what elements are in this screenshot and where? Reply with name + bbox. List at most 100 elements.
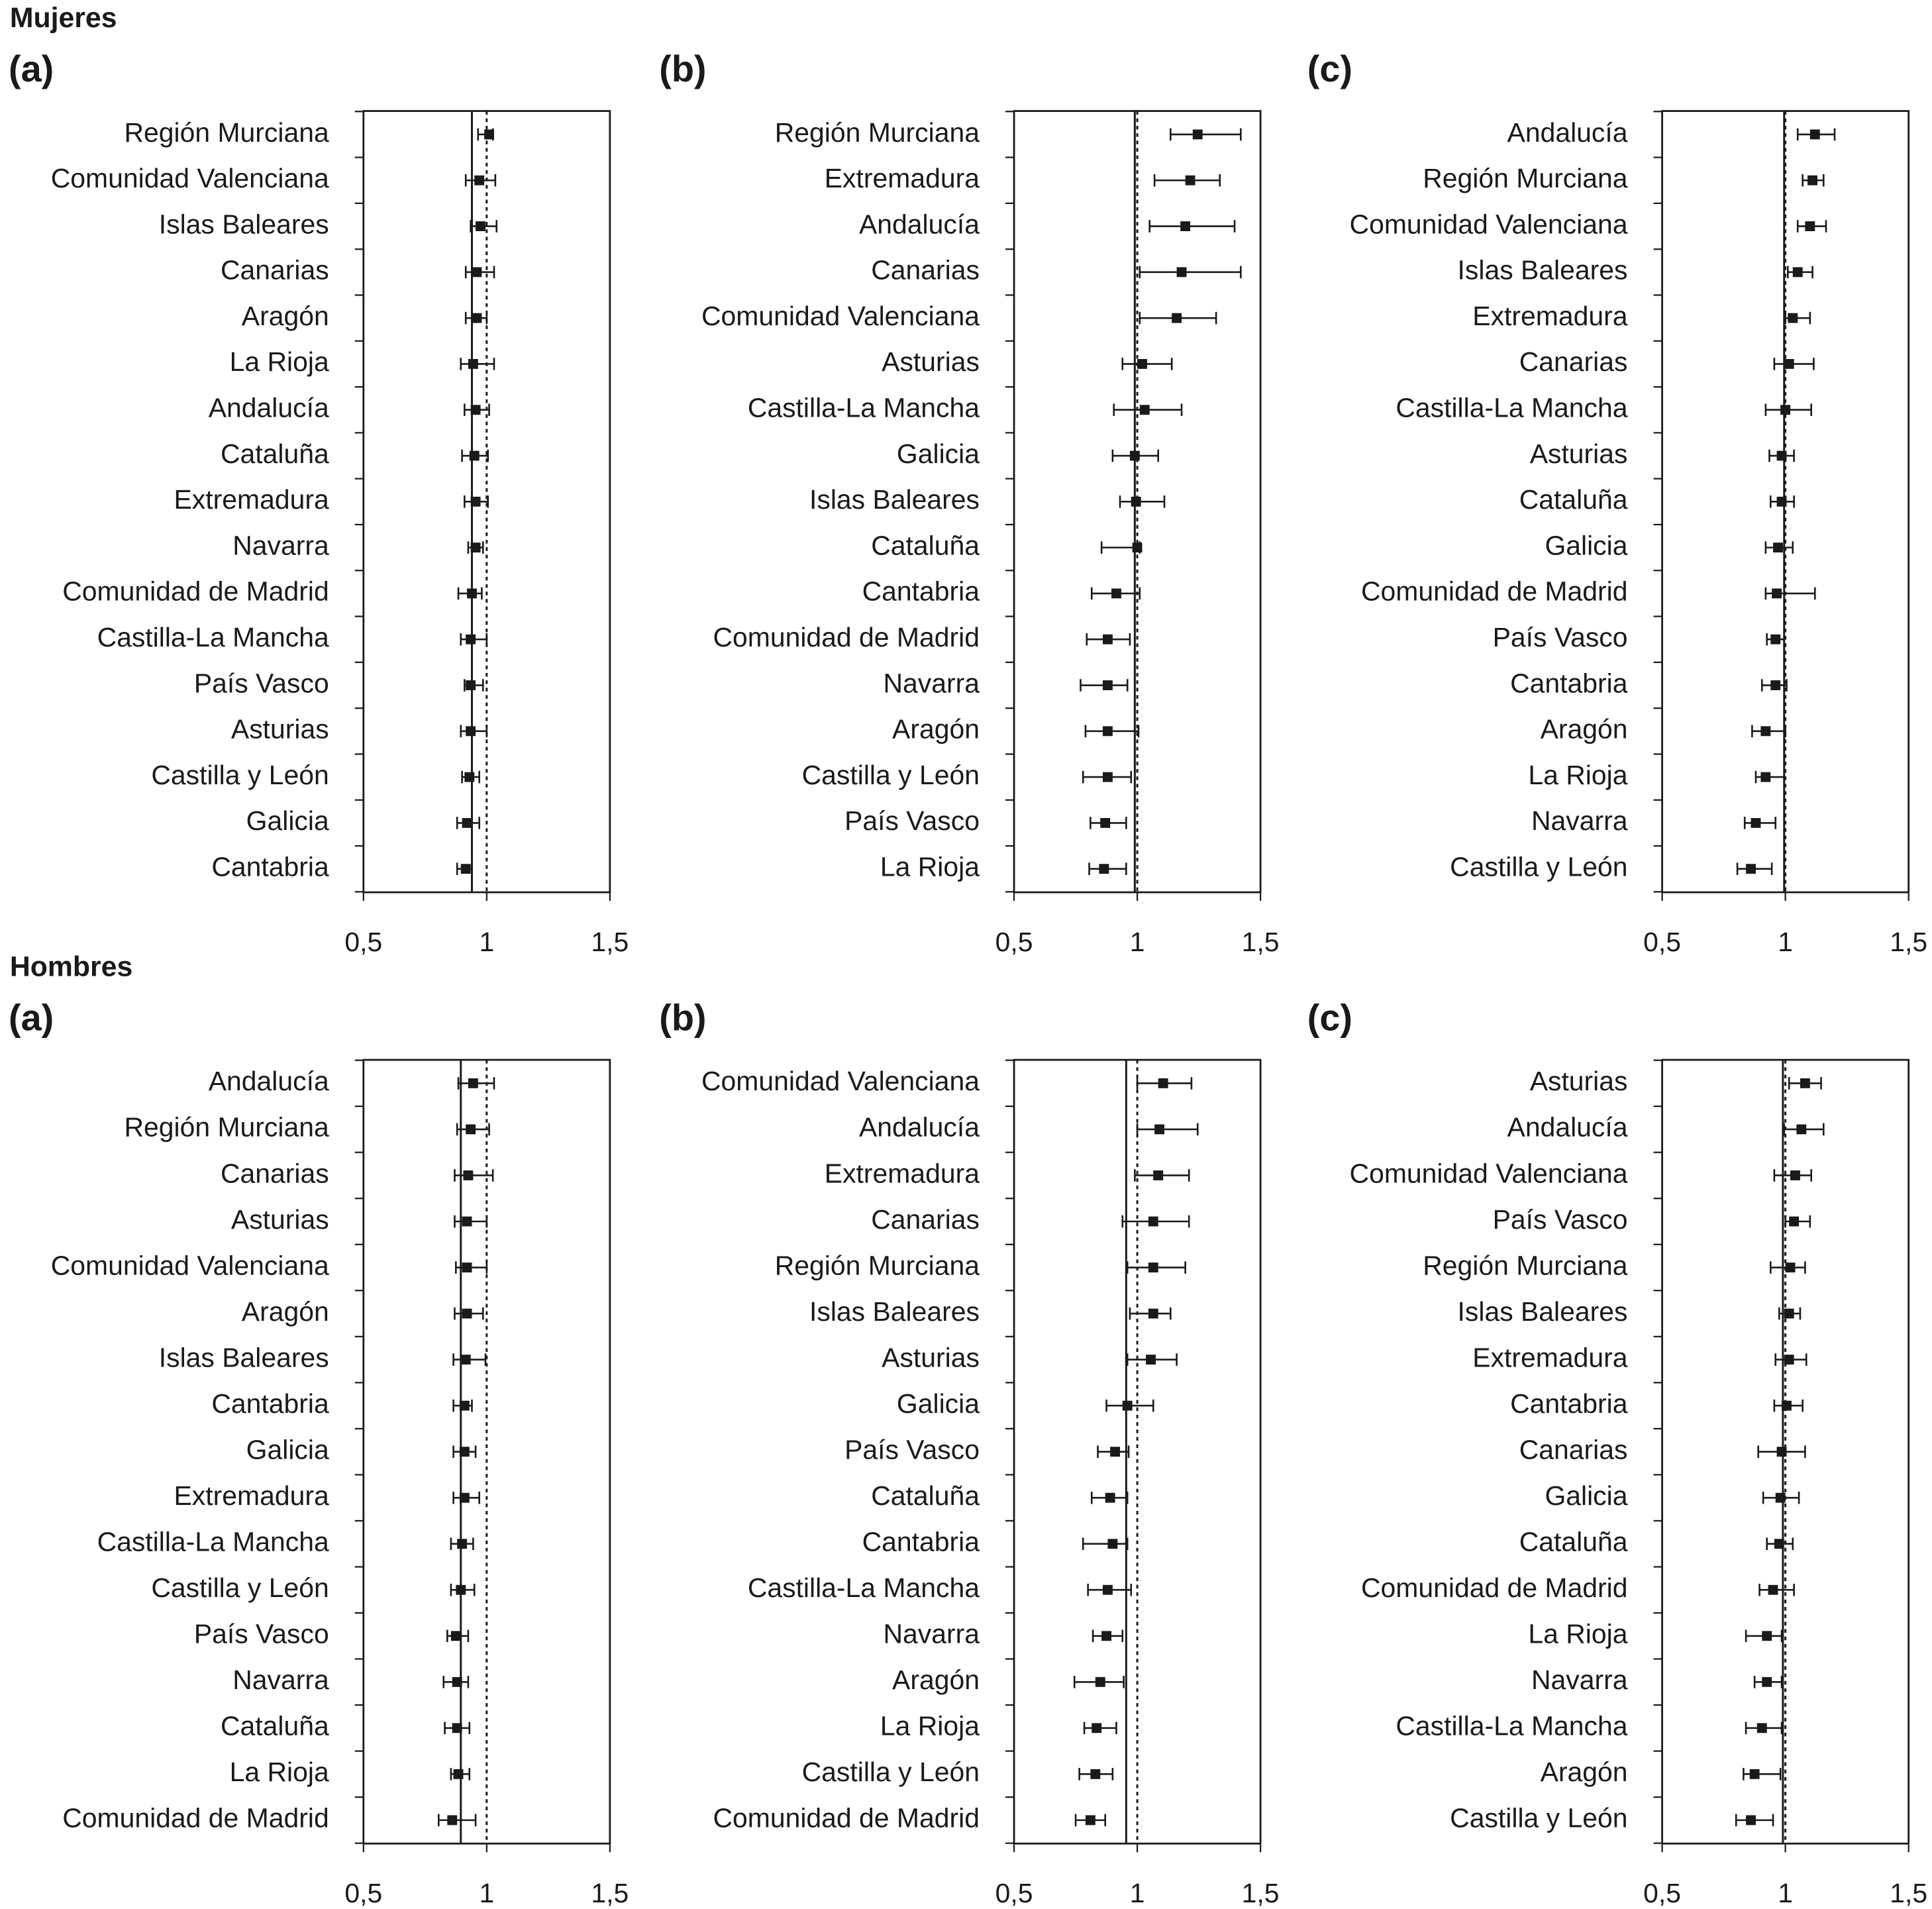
point-estimate: [1100, 817, 1111, 828]
point-estimate: [1774, 1539, 1784, 1549]
point-estimate: [1146, 1355, 1156, 1365]
point-estimate: [464, 772, 475, 782]
point-estimate: [466, 1124, 476, 1135]
point-estimate: [1800, 1078, 1810, 1088]
category-label: Extremadura: [1472, 301, 1627, 331]
group-heading: Hombres: [10, 951, 132, 983]
category-label: Cataluña: [1519, 1527, 1628, 1557]
point-estimate: [1785, 1263, 1796, 1272]
category-label: La Rioja: [230, 1757, 329, 1787]
point-estimate: [462, 1216, 472, 1227]
x-tick-label: 1,5: [1242, 1878, 1280, 1908]
panel-label: (a): [9, 48, 54, 89]
point-estimate: [459, 1447, 470, 1457]
category-label: Región Murciana: [124, 1112, 329, 1143]
category-label: País Vasco: [194, 668, 329, 698]
x-tick-label: 1,5: [1242, 927, 1280, 957]
category-label: Asturias: [882, 346, 980, 377]
category-label: La Rioja: [230, 346, 329, 377]
point-estimate: [450, 1631, 461, 1641]
point-estimate: [468, 1078, 478, 1088]
category-label: País Vasco: [844, 1434, 980, 1465]
category-label: Aragón: [1541, 714, 1628, 745]
category-label: Galicia: [1545, 1480, 1627, 1511]
point-estimate: [456, 1584, 466, 1595]
category-label: Navarra: [883, 1619, 980, 1649]
point-estimate: [466, 680, 476, 690]
point-estimate: [1756, 1723, 1767, 1733]
category-label: País Vasco: [844, 805, 980, 836]
category-label: Canarias: [1519, 346, 1628, 377]
x-tick-label: 1: [479, 927, 494, 957]
point-estimate: [1137, 358, 1147, 369]
point-estimate: [1180, 221, 1191, 231]
category-label: Castilla y León: [151, 1573, 329, 1603]
category-label: Asturias: [231, 714, 329, 745]
point-estimate: [1809, 129, 1820, 140]
category-label: Andalucía: [1507, 1112, 1628, 1143]
category-label: La Rioja: [1528, 760, 1627, 790]
point-estimate: [460, 1355, 471, 1365]
category-label: Asturias: [1530, 439, 1628, 469]
category-label: Galicia: [1545, 530, 1627, 560]
panel-label: (c): [1307, 48, 1352, 89]
x-tick-label: 0,5: [344, 1878, 382, 1908]
point-estimate: [1092, 1723, 1102, 1733]
point-estimate: [1129, 450, 1140, 461]
panel-label: (b): [659, 48, 706, 89]
category-label: Cantabria: [1510, 668, 1628, 698]
category-label: Canarias: [221, 1158, 329, 1188]
category-label: Cataluña: [1519, 484, 1628, 515]
point-estimate: [1760, 772, 1771, 782]
point-estimate: [1796, 1124, 1807, 1135]
category-label: Galicia: [246, 1434, 329, 1465]
point-estimate: [447, 1815, 458, 1826]
point-estimate: [472, 267, 482, 278]
category-label: Comunidad de Madrid: [62, 576, 329, 607]
point-estimate: [1158, 1078, 1168, 1088]
point-estimate: [459, 1492, 470, 1503]
group-heading: Mujeres: [10, 2, 117, 34]
point-estimate: [472, 313, 482, 323]
point-estimate: [1099, 864, 1109, 874]
category-label: Aragón: [892, 714, 980, 745]
category-label: Extremadura: [1472, 1342, 1627, 1372]
point-estimate: [1790, 1170, 1800, 1180]
category-label: Comunidad de Madrid: [62, 1803, 329, 1833]
category-label: Castilla y León: [151, 760, 329, 790]
point-estimate: [470, 405, 481, 415]
point-estimate: [1770, 634, 1781, 645]
category-label: Galicia: [897, 1388, 980, 1419]
point-estimate: [1805, 221, 1815, 231]
category-label: Castilla-La Mancha: [97, 1527, 329, 1557]
category-label: La Rioja: [880, 1711, 980, 1741]
category-label: País Vasco: [194, 1619, 329, 1649]
point-estimate: [1792, 267, 1803, 278]
category-label: Cantabria: [211, 1388, 329, 1419]
point-estimate: [1751, 817, 1761, 828]
category-label: Región Murciana: [1423, 163, 1627, 193]
point-estimate: [1776, 496, 1787, 507]
point-estimate: [457, 1539, 468, 1549]
x-tick-label: 1: [1778, 927, 1793, 957]
point-estimate: [1788, 313, 1798, 323]
point-estimate: [1784, 1355, 1794, 1365]
x-tick-label: 0,5: [995, 927, 1033, 957]
category-label: Andalucía: [209, 1066, 329, 1096]
category-label: Comunidad de Madrid: [713, 1803, 979, 1833]
category-label: Castilla y León: [1450, 852, 1627, 882]
point-estimate: [1789, 1216, 1800, 1227]
point-estimate: [1770, 680, 1781, 690]
category-label: Castilla-La Mancha: [1396, 1711, 1627, 1741]
point-estimate: [1776, 450, 1787, 461]
category-label: Cataluña: [871, 530, 980, 560]
x-tick-label: 1: [1130, 1878, 1145, 1908]
point-estimate: [1107, 1539, 1118, 1549]
point-estimate: [466, 634, 476, 645]
point-estimate: [468, 358, 478, 369]
point-estimate: [1746, 864, 1756, 874]
category-label: Asturias: [231, 1204, 329, 1235]
category-label: Islas Baleares: [809, 1296, 980, 1327]
point-estimate: [1782, 1400, 1792, 1411]
point-estimate: [1110, 1447, 1121, 1457]
